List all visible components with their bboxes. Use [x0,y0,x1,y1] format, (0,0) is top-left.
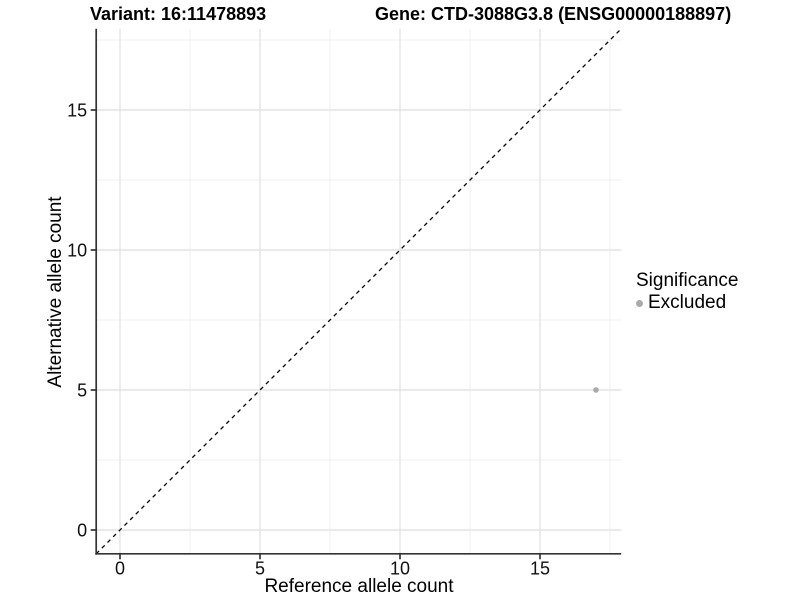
axes [95,28,622,555]
y-axis-title: Alternative allele count [45,196,66,388]
x-tick-label: 15 [530,558,550,578]
y-tick-label: 5 [77,381,87,401]
x-axis-title: Reference allele count [264,576,454,597]
data-point [593,387,599,393]
legend-item-label: Excluded [648,292,727,313]
x-tick-label: 10 [390,558,410,578]
y-tick-label: 15 [67,101,87,121]
y-tick-label: 0 [77,521,87,541]
legend-title: Significance [636,270,739,291]
data-points [593,387,599,393]
x-tick-label: 5 [255,558,265,578]
legend: Significance Excluded [636,270,738,314]
tick-marks [90,109,541,560]
tick-labels: 0 5 10 15 0 5 10 15 [67,101,550,579]
legend-item-excluded: Excluded [636,292,738,314]
plot-title-gene: Gene: CTD-3088G3.8 (ENSG00000188897) [375,4,732,24]
plot-title-variant: Variant: 16:11478893 [90,4,267,24]
grid-minor [96,28,622,554]
grid-major [96,28,622,554]
x-tick-label: 0 [115,558,125,578]
legend-point-icon [636,299,643,307]
y-tick-label: 10 [67,241,87,261]
identity-dashed-line [95,28,622,555]
